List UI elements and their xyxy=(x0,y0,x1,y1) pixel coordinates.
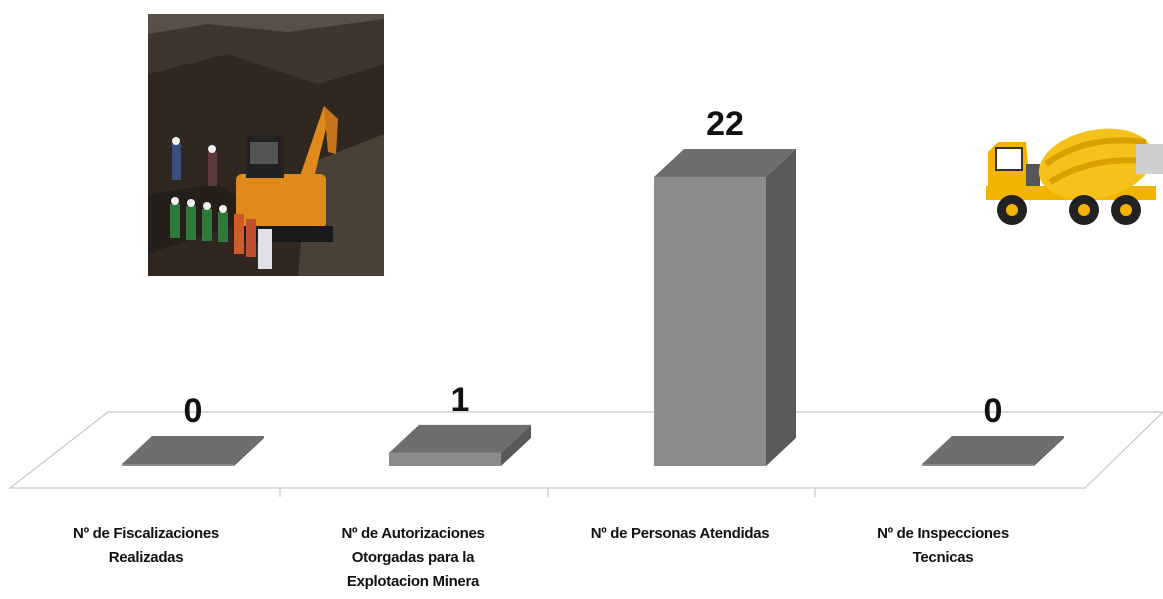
category-label-line: Realizadas xyxy=(108,549,184,566)
category-label-2: Nº de Autorizaciones Otorgadas para la Exp… xyxy=(293,522,533,594)
category-label-line: Nº de Fiscalizaciones xyxy=(73,525,219,542)
category-label-line: Nº de Autorizaciones xyxy=(341,525,485,542)
category-label-line: Nº de Inspecciones xyxy=(877,525,1009,542)
bar-top-face xyxy=(389,424,531,453)
bar-top-face xyxy=(122,436,264,464)
bar-3 xyxy=(654,149,796,466)
bar-top-face xyxy=(654,149,796,177)
chart-floor xyxy=(8,411,1163,497)
data-label-1: 0 xyxy=(184,392,203,430)
data-labels: 0 1 22 0 xyxy=(184,105,1003,430)
category-label-1: Nº de Fiscalizaciones Realizadas xyxy=(26,522,266,570)
category-label-line: Tecnicas xyxy=(912,549,974,566)
floor-outline xyxy=(8,411,1163,489)
bar-side-face xyxy=(234,436,264,466)
bar-front-face xyxy=(922,464,1034,466)
bar-top-face xyxy=(922,436,1064,464)
bar-side-face xyxy=(1034,436,1064,466)
bar-front-face xyxy=(122,464,234,466)
bar-side-face xyxy=(501,424,531,466)
category-label-4: Nº de Inspecciones Tecnicas xyxy=(823,522,1063,570)
data-label-4: 0 xyxy=(984,392,1003,430)
cement-mixer-truck-icon xyxy=(986,128,1163,225)
category-label-line: Otorgadas para la xyxy=(351,549,475,566)
category-label-3: Nº de Personas Atendidas xyxy=(560,522,800,546)
data-label-2: 1 xyxy=(451,381,470,419)
bar-front-face xyxy=(389,452,501,466)
bar-4 xyxy=(922,436,1064,466)
bar-1 xyxy=(122,436,264,466)
bar-2 xyxy=(389,424,531,466)
bar-series xyxy=(122,149,1064,466)
data-label-3: 22 xyxy=(706,105,744,143)
bar-side-face xyxy=(766,149,796,466)
mining-excavator-photo xyxy=(148,14,384,276)
category-label-line: Nº de Personas Atendidas xyxy=(590,525,770,542)
bar-front-face xyxy=(654,177,766,466)
category-label-line: Explotacion Minera xyxy=(346,573,480,590)
